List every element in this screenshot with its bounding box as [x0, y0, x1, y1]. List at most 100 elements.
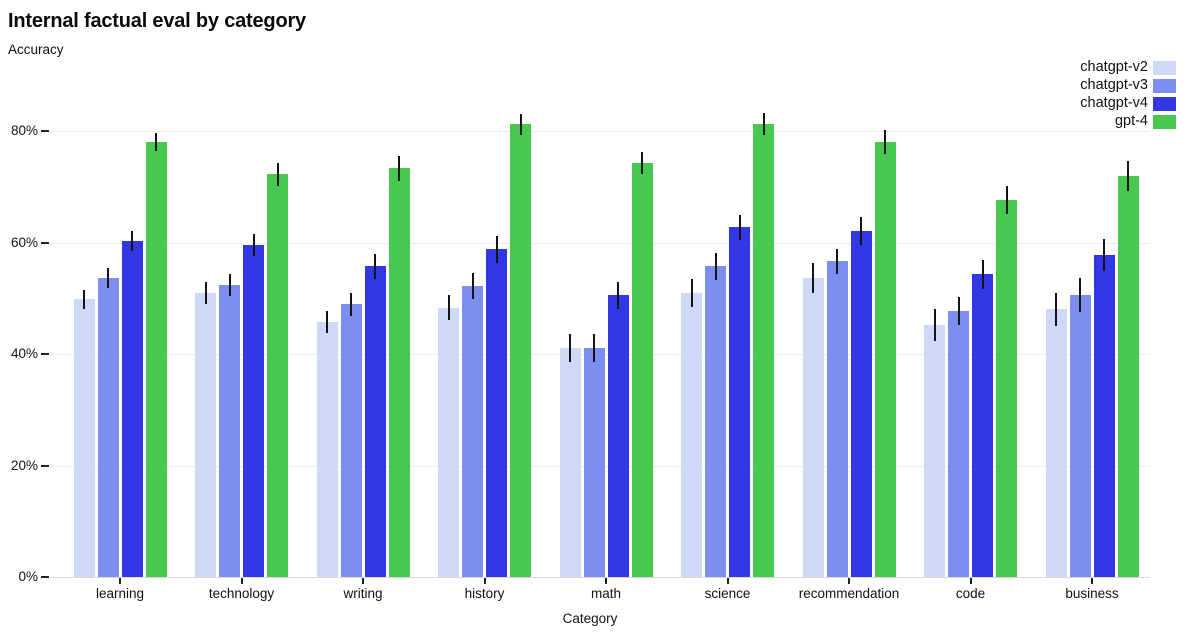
error-bar-gpt-4-business	[1127, 161, 1129, 192]
bar-gpt-4-learning	[145, 141, 167, 577]
x-axis-tick	[848, 578, 850, 584]
legend-item-chatgpt-v2: chatgpt-v2	[1080, 60, 1176, 75]
error-bar-chatgpt-v3-technology	[228, 273, 231, 297]
error-bar-chatgpt-v3-writing	[350, 293, 352, 316]
y-axis-tick-label: 0%	[18, 569, 38, 584]
bar-chatgpt-v4-science	[729, 227, 750, 577]
legend-item-gpt-4: gpt-4	[1115, 114, 1176, 129]
error-bar-chatgpt-v2-math	[569, 334, 571, 363]
error-bar-gpt-4-code	[1005, 185, 1008, 214]
error-bar-chatgpt-v4-recommendation	[860, 216, 862, 245]
bar-chatgpt-v3-history	[462, 285, 483, 577]
error-bar-chatgpt-v2-history	[447, 295, 450, 320]
legend-item-chatgpt-v4: chatgpt-v4	[1080, 96, 1176, 111]
error-bar-gpt-4-math	[641, 151, 643, 174]
y-axis-tick	[41, 353, 49, 355]
y-axis-tick-label: 80%	[10, 123, 38, 138]
bar-chatgpt-v4-recommendation	[850, 230, 872, 577]
bar-chatgpt-v3-science	[705, 266, 726, 577]
bar-chatgpt-v4-technology	[243, 244, 264, 577]
error-bar-chatgpt-v2-learning	[83, 289, 85, 309]
x-axis-tick	[1091, 578, 1093, 584]
x-axis-tick	[119, 578, 121, 584]
error-bar-chatgpt-v4-science	[738, 215, 741, 240]
legend-label: chatgpt-v2	[1080, 59, 1148, 75]
error-bar-chatgpt-v3-history	[471, 272, 474, 300]
x-axis-tick-label-science: science	[704, 586, 751, 601]
error-bar-chatgpt-v4-technology	[252, 233, 255, 256]
bar-chatgpt-v3-writing	[340, 304, 362, 577]
y-axis-tick	[41, 576, 49, 578]
error-bar-gpt-4-technology	[276, 163, 279, 186]
bar-chatgpt-v3-technology	[219, 284, 240, 577]
legend: chatgpt-v2 chatgpt-v3 chatgpt-v4 gpt-4	[1080, 60, 1176, 129]
error-bar-chatgpt-v2-code	[933, 309, 936, 341]
error-bar-chatgpt-v4-math	[617, 281, 619, 310]
x-axis-tick-label-business: business	[1065, 586, 1119, 601]
bar-chatgpt-v3-recommendation	[826, 261, 848, 577]
error-bar-gpt-4-writing	[398, 156, 400, 181]
legend-item-chatgpt-v3: chatgpt-v3	[1080, 78, 1176, 93]
error-bar-chatgpt-v3-science	[714, 252, 717, 281]
x-axis-tick	[726, 578, 729, 584]
bar-chatgpt-v4-math	[607, 295, 629, 577]
bar-chatgpt-v2-recommendation	[802, 278, 824, 577]
bar-chatgpt-v3-code	[948, 311, 969, 577]
y-axis-tick	[41, 241, 49, 244]
error-bar-chatgpt-v4-business	[1103, 239, 1105, 272]
bar-gpt-4-writing	[388, 168, 410, 577]
bar-chatgpt-v2-learning	[73, 299, 95, 577]
bar-gpt-4-code	[996, 199, 1017, 577]
bar-chatgpt-v2-code	[924, 325, 945, 577]
bar-chatgpt-v4-writing	[364, 266, 386, 577]
error-bar-chatgpt-v2-business	[1055, 292, 1057, 327]
bar-gpt-4-business	[1117, 176, 1139, 577]
bar-gpt-4-recommendation	[874, 142, 896, 577]
x-axis-tick	[362, 578, 364, 584]
bar-chatgpt-v4-business	[1093, 255, 1115, 577]
bar-chatgpt-v2-history	[438, 307, 459, 577]
legend-label: chatgpt-v3	[1080, 77, 1148, 93]
error-bar-chatgpt-v3-math	[593, 334, 595, 363]
error-bar-chatgpt-v4-code	[981, 259, 984, 289]
error-bar-chatgpt-v3-business	[1079, 278, 1081, 312]
error-bar-chatgpt-v3-code	[957, 297, 960, 325]
x-axis-tick-label-learning: learning	[95, 586, 145, 601]
error-bar-gpt-4-history	[519, 113, 522, 135]
y-axis-tick-label: 60%	[10, 234, 38, 250]
x-axis-tick-label-math: math	[590, 586, 621, 601]
y-axis-tick-label: 40%	[10, 346, 38, 361]
legend-label: gpt-4	[1114, 113, 1148, 129]
gridline	[50, 131, 1150, 132]
legend-swatch-icon	[1153, 60, 1176, 75]
bar-chatgpt-v2-business	[1045, 309, 1067, 577]
x-axis-tick	[969, 578, 972, 584]
bar-chatgpt-v2-math	[559, 348, 581, 577]
error-bar-chatgpt-v2-technology	[204, 282, 207, 305]
x-axis-tick-label-code: code	[955, 586, 986, 601]
gridline	[50, 242, 1150, 244]
error-bar-chatgpt-v3-learning	[107, 268, 109, 289]
y-axis-tick-label: 20%	[10, 457, 38, 473]
error-bar-chatgpt-v3-recommendation	[836, 248, 838, 275]
bar-chatgpt-v2-science	[681, 292, 702, 577]
error-bar-chatgpt-v4-learning	[131, 231, 133, 252]
x-axis-tick	[240, 578, 243, 584]
bar-chatgpt-v3-learning	[97, 278, 119, 577]
legend-swatch-icon	[1153, 114, 1176, 129]
legend-swatch-icon	[1153, 96, 1176, 111]
bar-gpt-4-science	[753, 123, 774, 577]
bar-gpt-4-technology	[267, 174, 288, 577]
error-bar-gpt-4-learning	[155, 132, 157, 151]
y-axis-tick	[41, 464, 49, 467]
error-bar-chatgpt-v2-science	[690, 278, 693, 307]
bar-chatgpt-v4-code	[972, 274, 993, 577]
bar-chatgpt-v2-writing	[316, 321, 338, 577]
error-bar-chatgpt-v2-writing	[326, 310, 328, 333]
bar-chatgpt-v3-math	[583, 348, 605, 577]
bar-gpt-4-math	[631, 162, 653, 577]
bar-chatgpt-v4-learning	[121, 241, 143, 577]
error-bar-chatgpt-v4-history	[495, 235, 498, 263]
error-bar-chatgpt-v2-recommendation	[812, 263, 814, 294]
